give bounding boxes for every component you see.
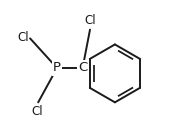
Text: P: P xyxy=(53,61,61,75)
Text: Cl: Cl xyxy=(17,31,28,44)
Text: Cl: Cl xyxy=(31,105,43,118)
Text: C: C xyxy=(78,61,87,75)
Text: Cl: Cl xyxy=(85,14,96,27)
